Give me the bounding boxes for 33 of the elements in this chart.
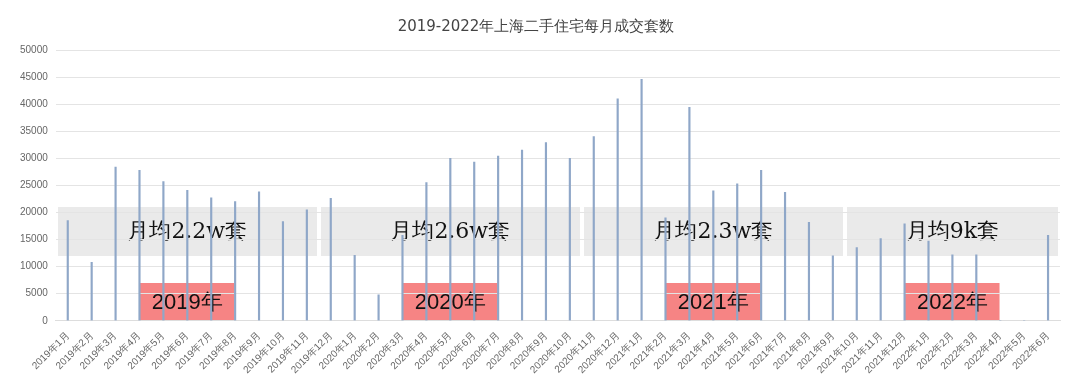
bar — [90, 261, 93, 321]
bar — [592, 136, 595, 321]
bar — [616, 98, 619, 321]
bar — [807, 221, 811, 321]
y-tick-label: 45000 — [20, 70, 49, 82]
bar — [544, 142, 548, 321]
y-tick-label: 50000 — [20, 43, 49, 55]
bar — [281, 221, 285, 321]
y-tick-label: 35000 — [20, 124, 49, 136]
bar — [353, 254, 356, 321]
y-tick-label: 25000 — [20, 179, 49, 191]
y-tick-label: 10000 — [20, 260, 49, 272]
bar — [377, 294, 380, 321]
y-tick-label: 40000 — [20, 97, 49, 109]
bar — [783, 192, 787, 321]
bar — [66, 220, 69, 321]
bar — [568, 157, 571, 321]
bar — [257, 191, 261, 321]
bar — [903, 223, 906, 321]
bar — [1046, 234, 1050, 321]
bar — [520, 149, 524, 321]
bar — [879, 238, 882, 321]
bar — [640, 78, 643, 321]
bar — [305, 209, 308, 321]
y-tick-label: 15000 — [20, 233, 49, 245]
y-tick-label: 5000 — [25, 287, 49, 299]
bar — [329, 198, 332, 321]
y-tick-label: 20000 — [20, 206, 49, 218]
bar — [855, 247, 858, 321]
y-tick-label: 30000 — [20, 152, 49, 164]
chart-title: 2019-2022年上海二手住宅每月成交套数 — [397, 16, 675, 35]
bar — [831, 255, 834, 321]
y-tick-label: 0 — [42, 314, 49, 326]
